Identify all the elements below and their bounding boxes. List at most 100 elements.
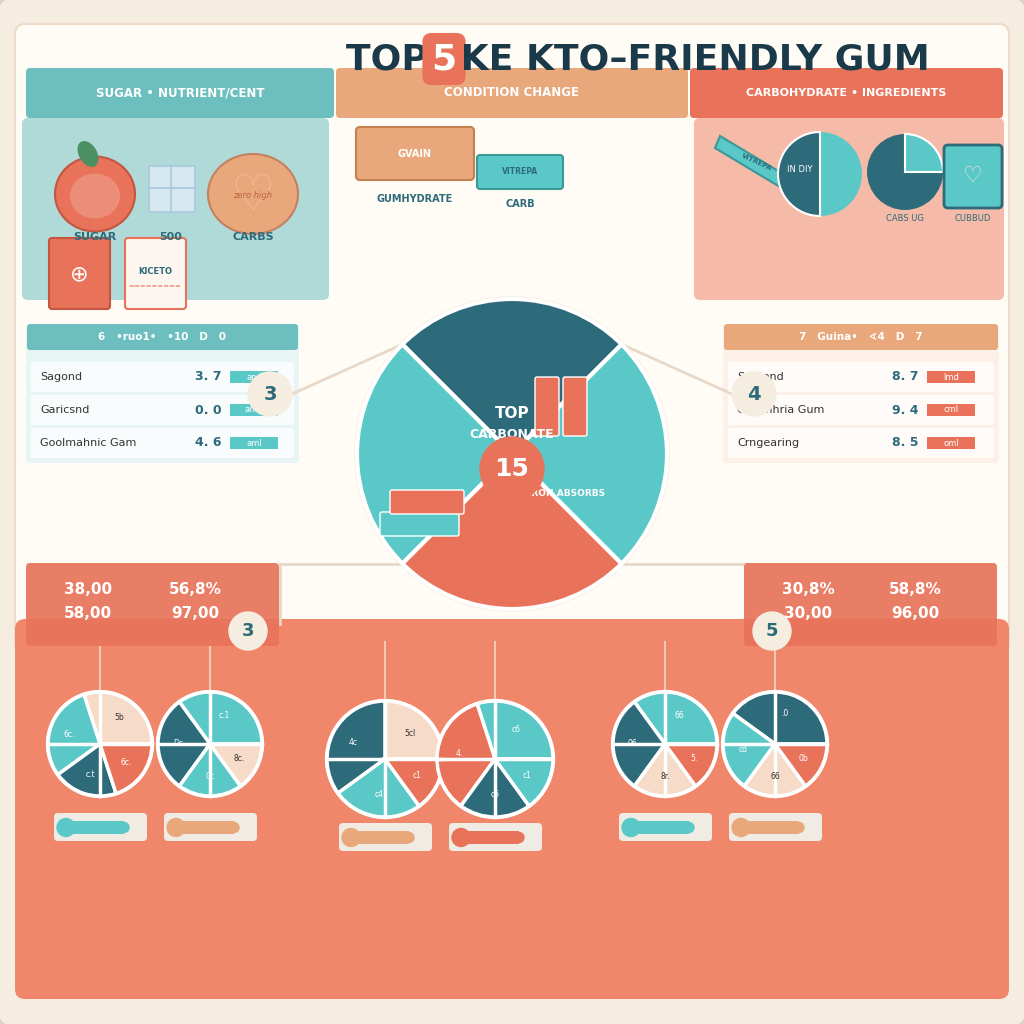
Text: cml: cml	[943, 406, 958, 415]
Ellipse shape	[78, 141, 98, 167]
Text: IRON ABSORBS: IRON ABSORBS	[528, 489, 605, 499]
Text: Crngearing: Crngearing	[737, 438, 799, 449]
Wedge shape	[84, 692, 152, 744]
Text: IN DIY: IN DIY	[787, 165, 813, 174]
Bar	[927, 437, 975, 449]
Wedge shape	[723, 714, 775, 786]
Wedge shape	[338, 759, 419, 817]
Wedge shape	[100, 744, 152, 794]
Text: 58,00: 58,00	[63, 606, 112, 622]
Wedge shape	[905, 134, 943, 172]
FancyBboxPatch shape	[164, 813, 257, 841]
FancyBboxPatch shape	[150, 188, 173, 212]
Text: 6c.: 6c.	[121, 759, 132, 767]
FancyBboxPatch shape	[729, 813, 822, 841]
Wedge shape	[775, 744, 827, 786]
FancyBboxPatch shape	[339, 823, 432, 851]
Text: 30,8%: 30,8%	[781, 582, 835, 597]
FancyBboxPatch shape	[15, 618, 1009, 999]
Text: CABS UG: CABS UG	[886, 214, 924, 223]
Polygon shape	[715, 136, 800, 196]
Text: 6   •ruo1•   •10   D   0: 6 •ruo1• •10 D 0	[98, 332, 226, 342]
Text: GUMHYDRATE: GUMHYDRATE	[377, 194, 454, 204]
FancyBboxPatch shape	[49, 238, 110, 309]
FancyBboxPatch shape	[31, 428, 294, 458]
Text: 7   Guina•   ∢4   D   7: 7 Guina• ∢4 D 7	[799, 332, 923, 342]
FancyBboxPatch shape	[724, 324, 998, 350]
Text: KE KTO–FRIENDLY GUM: KE KTO–FRIENDLY GUM	[449, 42, 930, 76]
Wedge shape	[733, 692, 827, 744]
Bar	[631, 821, 689, 834]
Wedge shape	[512, 344, 667, 563]
Ellipse shape	[55, 157, 135, 231]
Wedge shape	[665, 744, 717, 786]
Circle shape	[753, 612, 791, 650]
FancyBboxPatch shape	[690, 68, 1002, 118]
FancyBboxPatch shape	[171, 188, 195, 212]
Text: 8. 5: 8. 5	[892, 436, 919, 450]
Text: 8. 7: 8. 7	[892, 371, 919, 384]
Text: 5cl: 5cl	[404, 729, 416, 738]
Text: 0b: 0b	[799, 754, 809, 763]
Wedge shape	[210, 744, 262, 786]
Circle shape	[452, 828, 470, 847]
Text: 6c.: 6c.	[63, 729, 75, 738]
Wedge shape	[613, 701, 665, 786]
Wedge shape	[58, 744, 116, 796]
Text: CUBBUD: CUBBUD	[954, 214, 991, 223]
Text: 8r.: 8r.	[660, 772, 670, 780]
FancyBboxPatch shape	[26, 68, 334, 118]
Text: cd: cd	[738, 744, 748, 754]
Wedge shape	[461, 759, 529, 817]
Circle shape	[248, 372, 292, 416]
FancyBboxPatch shape	[336, 68, 688, 118]
FancyBboxPatch shape	[944, 145, 1002, 208]
Text: 4c: 4c	[348, 738, 357, 748]
FancyBboxPatch shape	[15, 24, 1009, 654]
Text: c.t: c.t	[85, 770, 95, 779]
Text: .0: .0	[781, 709, 788, 718]
FancyBboxPatch shape	[150, 166, 173, 190]
Text: CONDITION CHANGE: CONDITION CHANGE	[444, 86, 580, 99]
Circle shape	[229, 612, 267, 650]
Circle shape	[867, 134, 943, 210]
Circle shape	[229, 822, 239, 833]
Wedge shape	[477, 701, 553, 759]
Text: 8c.: 8c.	[233, 754, 245, 763]
Text: TOP: TOP	[345, 42, 440, 76]
Wedge shape	[385, 701, 443, 759]
Text: =========: =========	[129, 283, 181, 289]
FancyBboxPatch shape	[171, 166, 195, 190]
Wedge shape	[385, 759, 443, 806]
FancyBboxPatch shape	[694, 118, 1004, 300]
Text: 15: 15	[495, 457, 529, 481]
Bar	[741, 821, 799, 834]
Text: ⊕: ⊕	[70, 264, 88, 284]
Text: c1: c1	[413, 771, 422, 780]
Bar	[461, 831, 519, 844]
Wedge shape	[48, 694, 100, 774]
FancyBboxPatch shape	[380, 512, 459, 536]
Text: Cabonhria Gum: Cabonhria Gum	[737, 406, 824, 415]
Text: 5: 5	[431, 42, 457, 76]
Text: c4: c4	[375, 791, 384, 799]
Circle shape	[794, 822, 804, 833]
Text: Garicsnd: Garicsnd	[40, 406, 89, 415]
Wedge shape	[179, 692, 262, 744]
Text: 5: 5	[766, 622, 778, 640]
Text: CARBS: CARBS	[232, 232, 273, 242]
Text: CARB: CARB	[505, 199, 535, 209]
Text: 500: 500	[160, 232, 182, 242]
Circle shape	[732, 818, 750, 837]
Text: 66: 66	[770, 772, 780, 780]
Text: GVAIN: GVAIN	[398, 150, 432, 159]
Text: c1: c1	[522, 771, 531, 780]
Text: 3: 3	[263, 384, 276, 403]
FancyBboxPatch shape	[728, 395, 994, 425]
Circle shape	[342, 828, 360, 847]
Bar	[230, 404, 278, 416]
Text: lmd: lmd	[943, 373, 958, 382]
Text: 5b: 5b	[114, 714, 124, 722]
Text: oml: oml	[943, 438, 958, 447]
FancyBboxPatch shape	[390, 490, 464, 514]
